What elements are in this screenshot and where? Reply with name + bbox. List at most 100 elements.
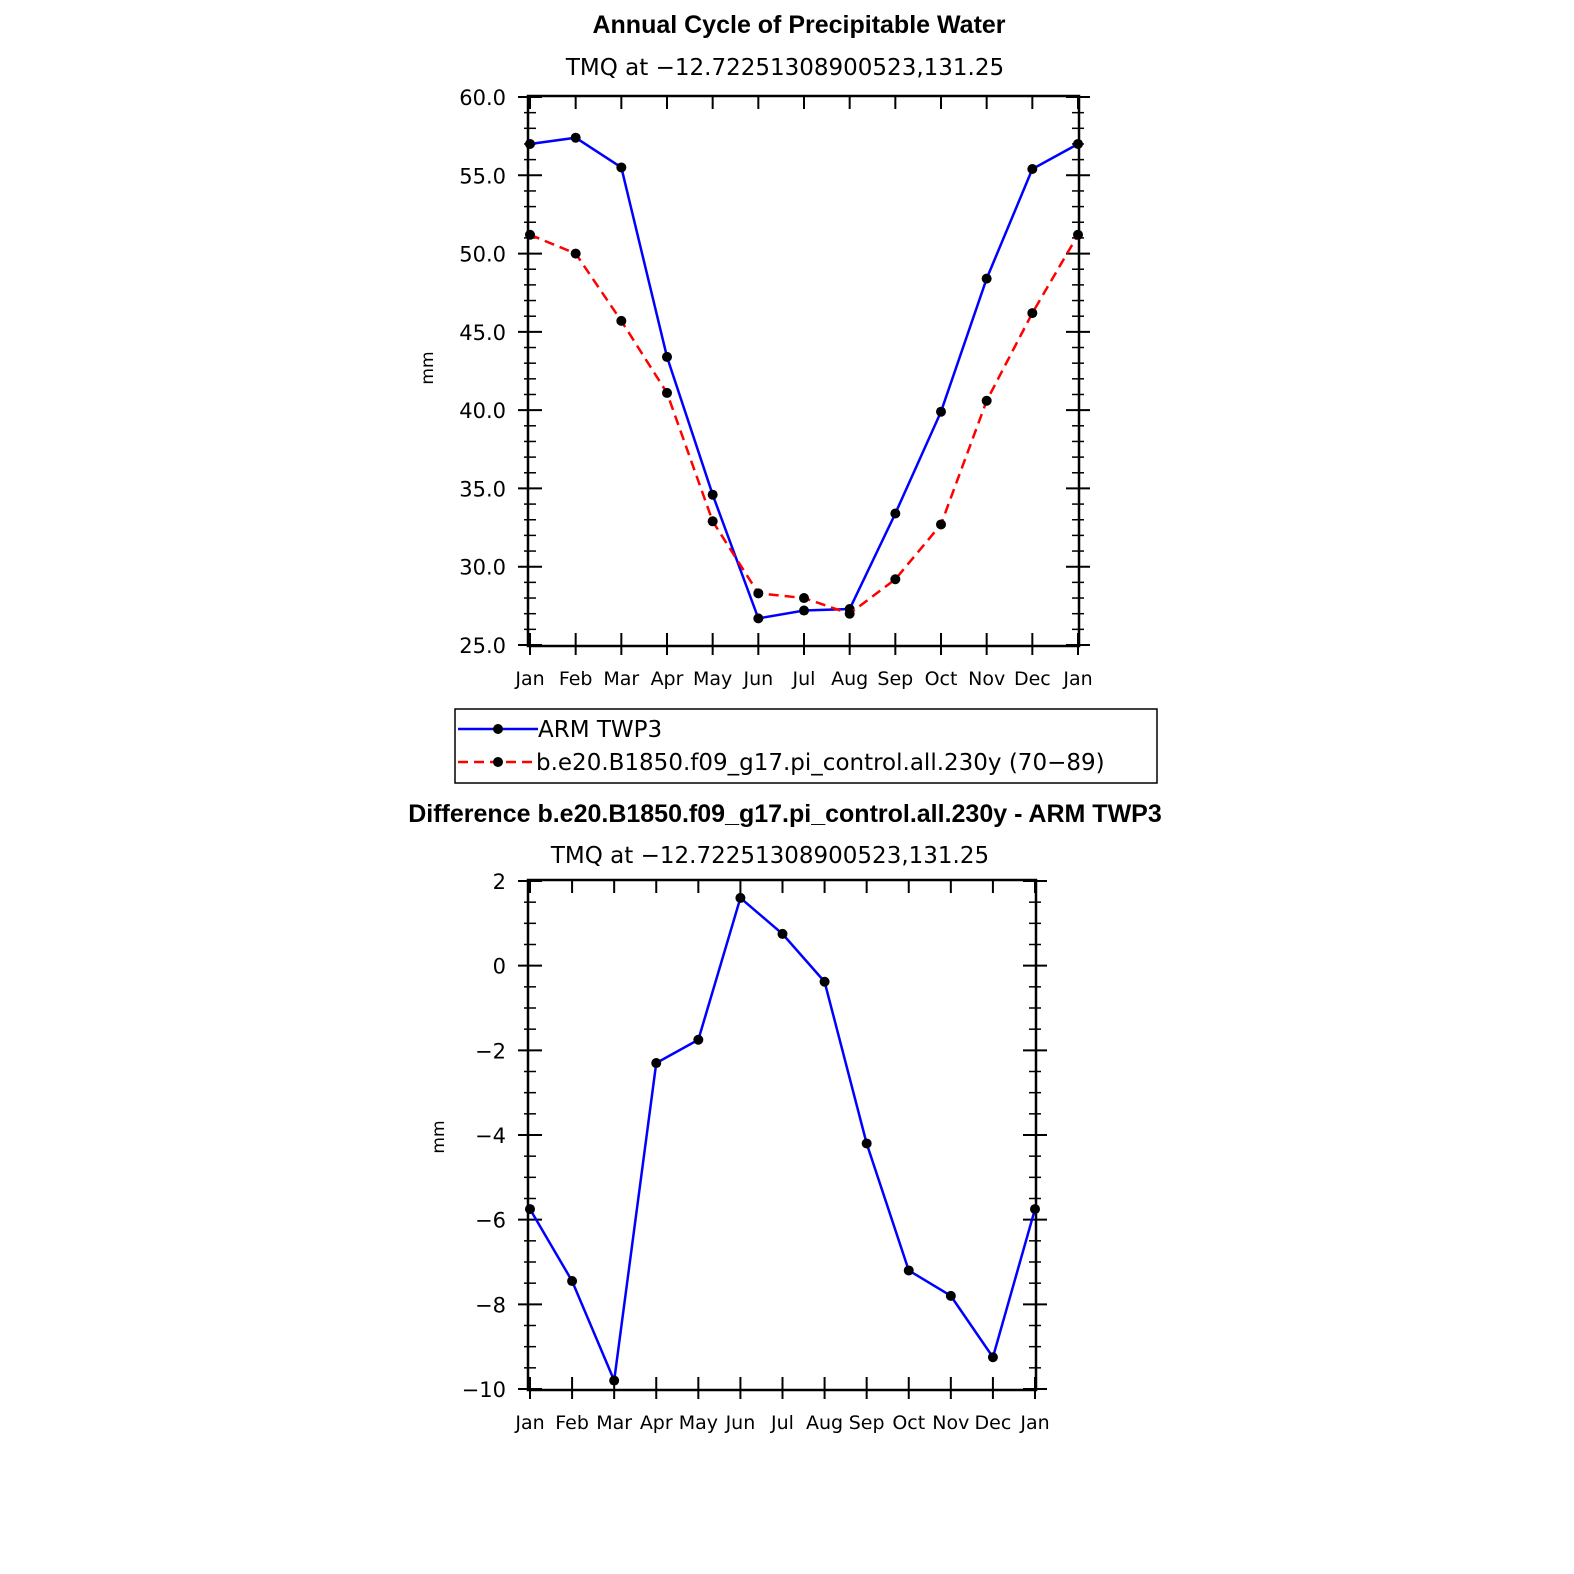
- series-0-point: [861, 1138, 872, 1149]
- series-0-point: [1073, 138, 1083, 149]
- series-0-point: [753, 613, 764, 624]
- x-tick-label: Oct: [925, 668, 958, 690]
- legend-entry-model: b.e20.B1850.f09_g17.pi_control.all.230y …: [458, 750, 1105, 776]
- series-0-point: [616, 162, 627, 173]
- series-0-point: [936, 406, 946, 417]
- y-tick-label: 40.0: [459, 399, 506, 423]
- series-0-point: [525, 138, 535, 149]
- chart-2-y-axis-label: mm: [429, 1120, 449, 1153]
- series-0-point: [735, 892, 746, 903]
- series-0-point: [945, 1290, 956, 1301]
- x-tick-label: Apr: [640, 1412, 673, 1434]
- series-0-point: [777, 928, 788, 939]
- y-tick-label: 45.0: [459, 321, 506, 345]
- x-tick-label: Jun: [742, 668, 773, 690]
- chart-1-axes: Jan Feb Mar Apr May Jun Jul Aug Sep Oct Nov Dec Jan 2…: [459, 86, 1092, 690]
- series-0-point: [981, 273, 992, 284]
- y-tick-label: 0: [493, 955, 506, 979]
- y-tick-label: −6: [475, 1209, 506, 1233]
- series-0-point: [570, 132, 581, 143]
- legend: ARM TWP3 b.e20.B1850.f09_g17.pi_control.…: [454, 708, 1158, 784]
- series-1-point: [753, 588, 764, 599]
- y-tick-label: 35.0: [459, 477, 506, 501]
- x-tick-label: Aug: [806, 1412, 843, 1434]
- chart-2-plot-frame: [526, 878, 1038, 1392]
- series-0-point: [903, 1265, 914, 1276]
- y-tick-label: 30.0: [459, 556, 506, 580]
- y-tick-label: 50.0: [459, 243, 506, 267]
- series-line-1: [529, 233, 1080, 616]
- series-1-point: [799, 593, 809, 604]
- series-1-point: [936, 519, 946, 530]
- series-1-point: [890, 574, 901, 585]
- y-tick-label: 55.0: [459, 164, 506, 188]
- chart-2-series: [525, 892, 1040, 1386]
- y-tick-label: 25.0: [459, 634, 506, 658]
- legend-label-model: b.e20.B1850.f09_g17.pi_control.all.230y …: [536, 750, 1105, 776]
- y-tick-label: −4: [475, 1124, 506, 1148]
- chart-difference: Difference b.e20.B1850.f09_g17.pi_contro…: [408, 800, 1162, 1434]
- series-0-point: [567, 1276, 578, 1287]
- series-1-point: [662, 387, 672, 398]
- x-tick-label: Sep: [849, 1412, 885, 1434]
- series-0-point: [819, 976, 830, 987]
- series-1-point: [707, 516, 718, 527]
- series-0-point: [609, 1375, 620, 1386]
- x-tick-label: Dec: [975, 1412, 1012, 1434]
- series-1-point: [844, 608, 855, 619]
- series-0-point: [525, 1204, 535, 1215]
- x-tick-label: Nov: [968, 668, 1005, 690]
- x-tick-label: Jan: [514, 1412, 544, 1434]
- x-tick-label: Nov: [932, 1412, 969, 1434]
- chart-1-y-axis-label: mm: [418, 351, 438, 384]
- series-1-point: [616, 315, 627, 326]
- series-line-0: [528, 895, 1037, 1386]
- x-tick-label: Jan: [1062, 668, 1092, 690]
- series-0-point: [1027, 164, 1038, 175]
- chart-1-subtitle: TMQ at −12.72251308900523,131.25: [565, 55, 1004, 81]
- legend-marker-arm-twp3: [493, 724, 503, 734]
- y-tick-label: 60.0: [459, 86, 506, 110]
- chart-2-subtitle: TMQ at −12.72251308900523,131.25: [550, 843, 989, 869]
- series-0-point: [890, 508, 901, 519]
- series-0-point: [662, 351, 672, 362]
- x-tick-label: Mar: [603, 668, 639, 690]
- legend-label-arm-twp3: ARM TWP3: [538, 717, 662, 743]
- series-0-point: [651, 1058, 662, 1069]
- y-tick-label: −2: [475, 1039, 506, 1063]
- series-line-0: [529, 136, 1079, 620]
- chart-2-axes: Jan Feb Mar Apr May Jun Jul Aug Sep Oct Nov Dec Jan−…: [462, 870, 1050, 1434]
- y-tick-label: −10: [462, 1378, 506, 1402]
- chart-2-title: Difference b.e20.B1850.f09_g17.pi_contro…: [408, 800, 1162, 828]
- x-tick-label: Feb: [559, 668, 593, 690]
- x-tick-label: Jul: [792, 668, 816, 690]
- series-1-point: [1027, 308, 1038, 319]
- x-tick-label: Jul: [770, 1412, 794, 1434]
- x-tick-label: Feb: [555, 1412, 589, 1434]
- x-tick-label: Mar: [596, 1412, 632, 1434]
- x-tick-label: Apr: [651, 668, 684, 690]
- x-tick-label: Oct: [892, 1412, 925, 1434]
- series-0-point: [987, 1352, 998, 1363]
- x-tick-label: Aug: [831, 668, 868, 690]
- x-tick-label: May: [679, 1412, 718, 1434]
- x-tick-label: Sep: [877, 668, 913, 690]
- x-tick-label: Jun: [725, 1412, 756, 1434]
- series-1-point: [525, 229, 535, 240]
- series-0-point: [1030, 1204, 1040, 1215]
- legend-marker-model: [493, 757, 503, 767]
- series-1-point: [981, 395, 992, 406]
- legend-entry-arm-twp3: ARM TWP3: [458, 717, 662, 743]
- x-tick-label: Jan: [514, 668, 544, 690]
- chart-1-plot-frame: [526, 94, 1081, 648]
- chart-1-title: Annual Cycle of Precipitable Water: [592, 11, 1005, 39]
- x-tick-label: Jan: [1019, 1412, 1049, 1434]
- y-tick-label: 2: [493, 870, 506, 894]
- x-tick-label: Dec: [1014, 668, 1051, 690]
- legend-box: [454, 708, 1158, 784]
- chart-1-series: [525, 132, 1083, 624]
- x-tick-label: May: [693, 668, 732, 690]
- series-0-point: [799, 605, 809, 616]
- series-1-point: [1073, 229, 1083, 240]
